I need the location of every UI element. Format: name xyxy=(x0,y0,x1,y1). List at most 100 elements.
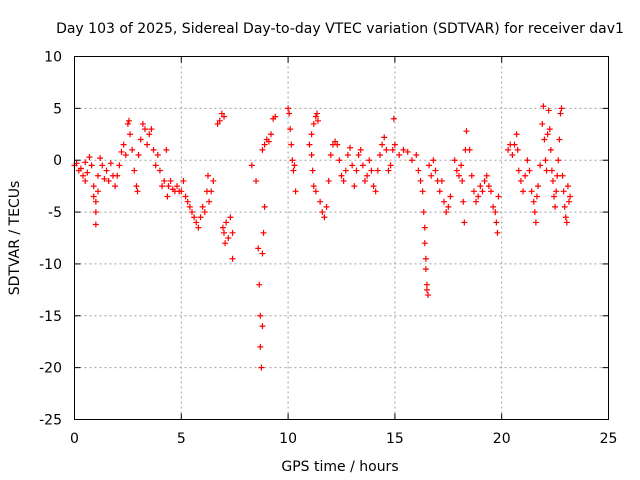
data-point xyxy=(349,162,356,169)
data-point xyxy=(310,183,317,190)
data-point xyxy=(342,167,349,174)
data-point xyxy=(387,162,394,169)
y-tick-label: -15 xyxy=(39,309,62,325)
data-point xyxy=(112,183,119,190)
data-point xyxy=(533,193,540,200)
data-point xyxy=(248,162,255,169)
data-point xyxy=(259,323,266,330)
data-point xyxy=(133,183,140,190)
data-point xyxy=(432,167,439,174)
data-point xyxy=(88,162,95,169)
data-point xyxy=(210,177,217,184)
data-point xyxy=(511,141,518,148)
data-point xyxy=(351,183,358,190)
data-point xyxy=(490,203,497,210)
y-tick-label: -10 xyxy=(39,257,62,273)
data-point xyxy=(148,126,155,133)
data-point xyxy=(105,177,112,184)
data-point xyxy=(355,152,362,159)
data-point xyxy=(182,193,189,200)
data-point xyxy=(436,188,443,195)
data-point xyxy=(216,117,223,124)
data-point xyxy=(468,172,475,179)
data-point xyxy=(167,177,174,184)
data-point xyxy=(285,105,292,112)
data-point xyxy=(541,136,548,143)
y-axis: -25 -20 -15 -10 -5 0 5 10 xyxy=(39,50,609,429)
data-point xyxy=(364,172,371,179)
data-point xyxy=(552,203,559,210)
data-point xyxy=(530,198,537,205)
data-point xyxy=(492,209,499,216)
data-point xyxy=(268,131,275,138)
data-point xyxy=(420,209,427,216)
data-point xyxy=(548,167,555,174)
data-point xyxy=(376,152,383,159)
x-tick-label: 25 xyxy=(600,431,618,447)
data-point xyxy=(554,172,561,179)
data-point xyxy=(219,224,226,231)
data-point xyxy=(103,167,110,174)
data-point xyxy=(338,172,345,179)
data-point xyxy=(201,209,208,216)
data-point xyxy=(488,188,495,195)
data-point xyxy=(517,177,524,184)
x-tick-label: 20 xyxy=(493,431,511,447)
data-point xyxy=(258,364,265,371)
data-point xyxy=(539,120,546,127)
data-point xyxy=(286,110,293,117)
data-point xyxy=(223,219,230,226)
data-point xyxy=(77,165,84,172)
data-point xyxy=(92,221,99,228)
data-point xyxy=(144,141,151,148)
data-point xyxy=(253,177,260,184)
data-point xyxy=(154,152,161,159)
data-point xyxy=(99,162,106,169)
data-point xyxy=(555,157,562,164)
data-point xyxy=(396,152,403,159)
data-point xyxy=(547,146,554,153)
data-point xyxy=(404,148,411,155)
x-axis-label: GPS time / hours xyxy=(281,459,398,475)
data-point xyxy=(141,126,148,133)
data-point xyxy=(321,214,328,221)
data-point xyxy=(146,131,153,138)
data-point xyxy=(381,134,388,141)
data-point xyxy=(82,159,89,166)
data-point xyxy=(357,146,364,153)
data-point xyxy=(531,209,538,216)
data-point xyxy=(567,193,574,200)
data-point xyxy=(445,203,452,210)
y-tick-label: -25 xyxy=(39,413,62,429)
data-point xyxy=(97,155,104,162)
data-point xyxy=(313,110,320,117)
data-point xyxy=(165,183,172,190)
data-point xyxy=(458,162,465,169)
data-point xyxy=(214,120,221,127)
data-point xyxy=(310,120,317,127)
data-point xyxy=(184,198,191,205)
data-point xyxy=(344,152,351,159)
data-point xyxy=(332,138,339,145)
data-point xyxy=(479,188,486,195)
data-point xyxy=(291,162,298,169)
data-point xyxy=(84,169,91,176)
data-point xyxy=(544,131,551,138)
data-point xyxy=(359,162,366,169)
chart-title: Day 103 of 2025, Sidereal Day-to-day VTE… xyxy=(56,21,624,37)
data-point xyxy=(466,146,473,153)
x-tick-label: 5 xyxy=(177,431,186,447)
data-point xyxy=(116,162,123,169)
x-tick-label: 10 xyxy=(279,431,297,447)
data-point xyxy=(188,209,195,216)
data-point xyxy=(336,157,343,164)
data-point xyxy=(423,281,430,288)
data-point xyxy=(319,209,326,216)
data-point xyxy=(543,167,550,174)
data-point xyxy=(164,193,171,200)
data-point xyxy=(161,177,168,184)
data-point xyxy=(413,152,420,159)
data-point xyxy=(159,183,166,190)
y-tick-label: -20 xyxy=(39,361,62,377)
data-point xyxy=(229,255,236,262)
